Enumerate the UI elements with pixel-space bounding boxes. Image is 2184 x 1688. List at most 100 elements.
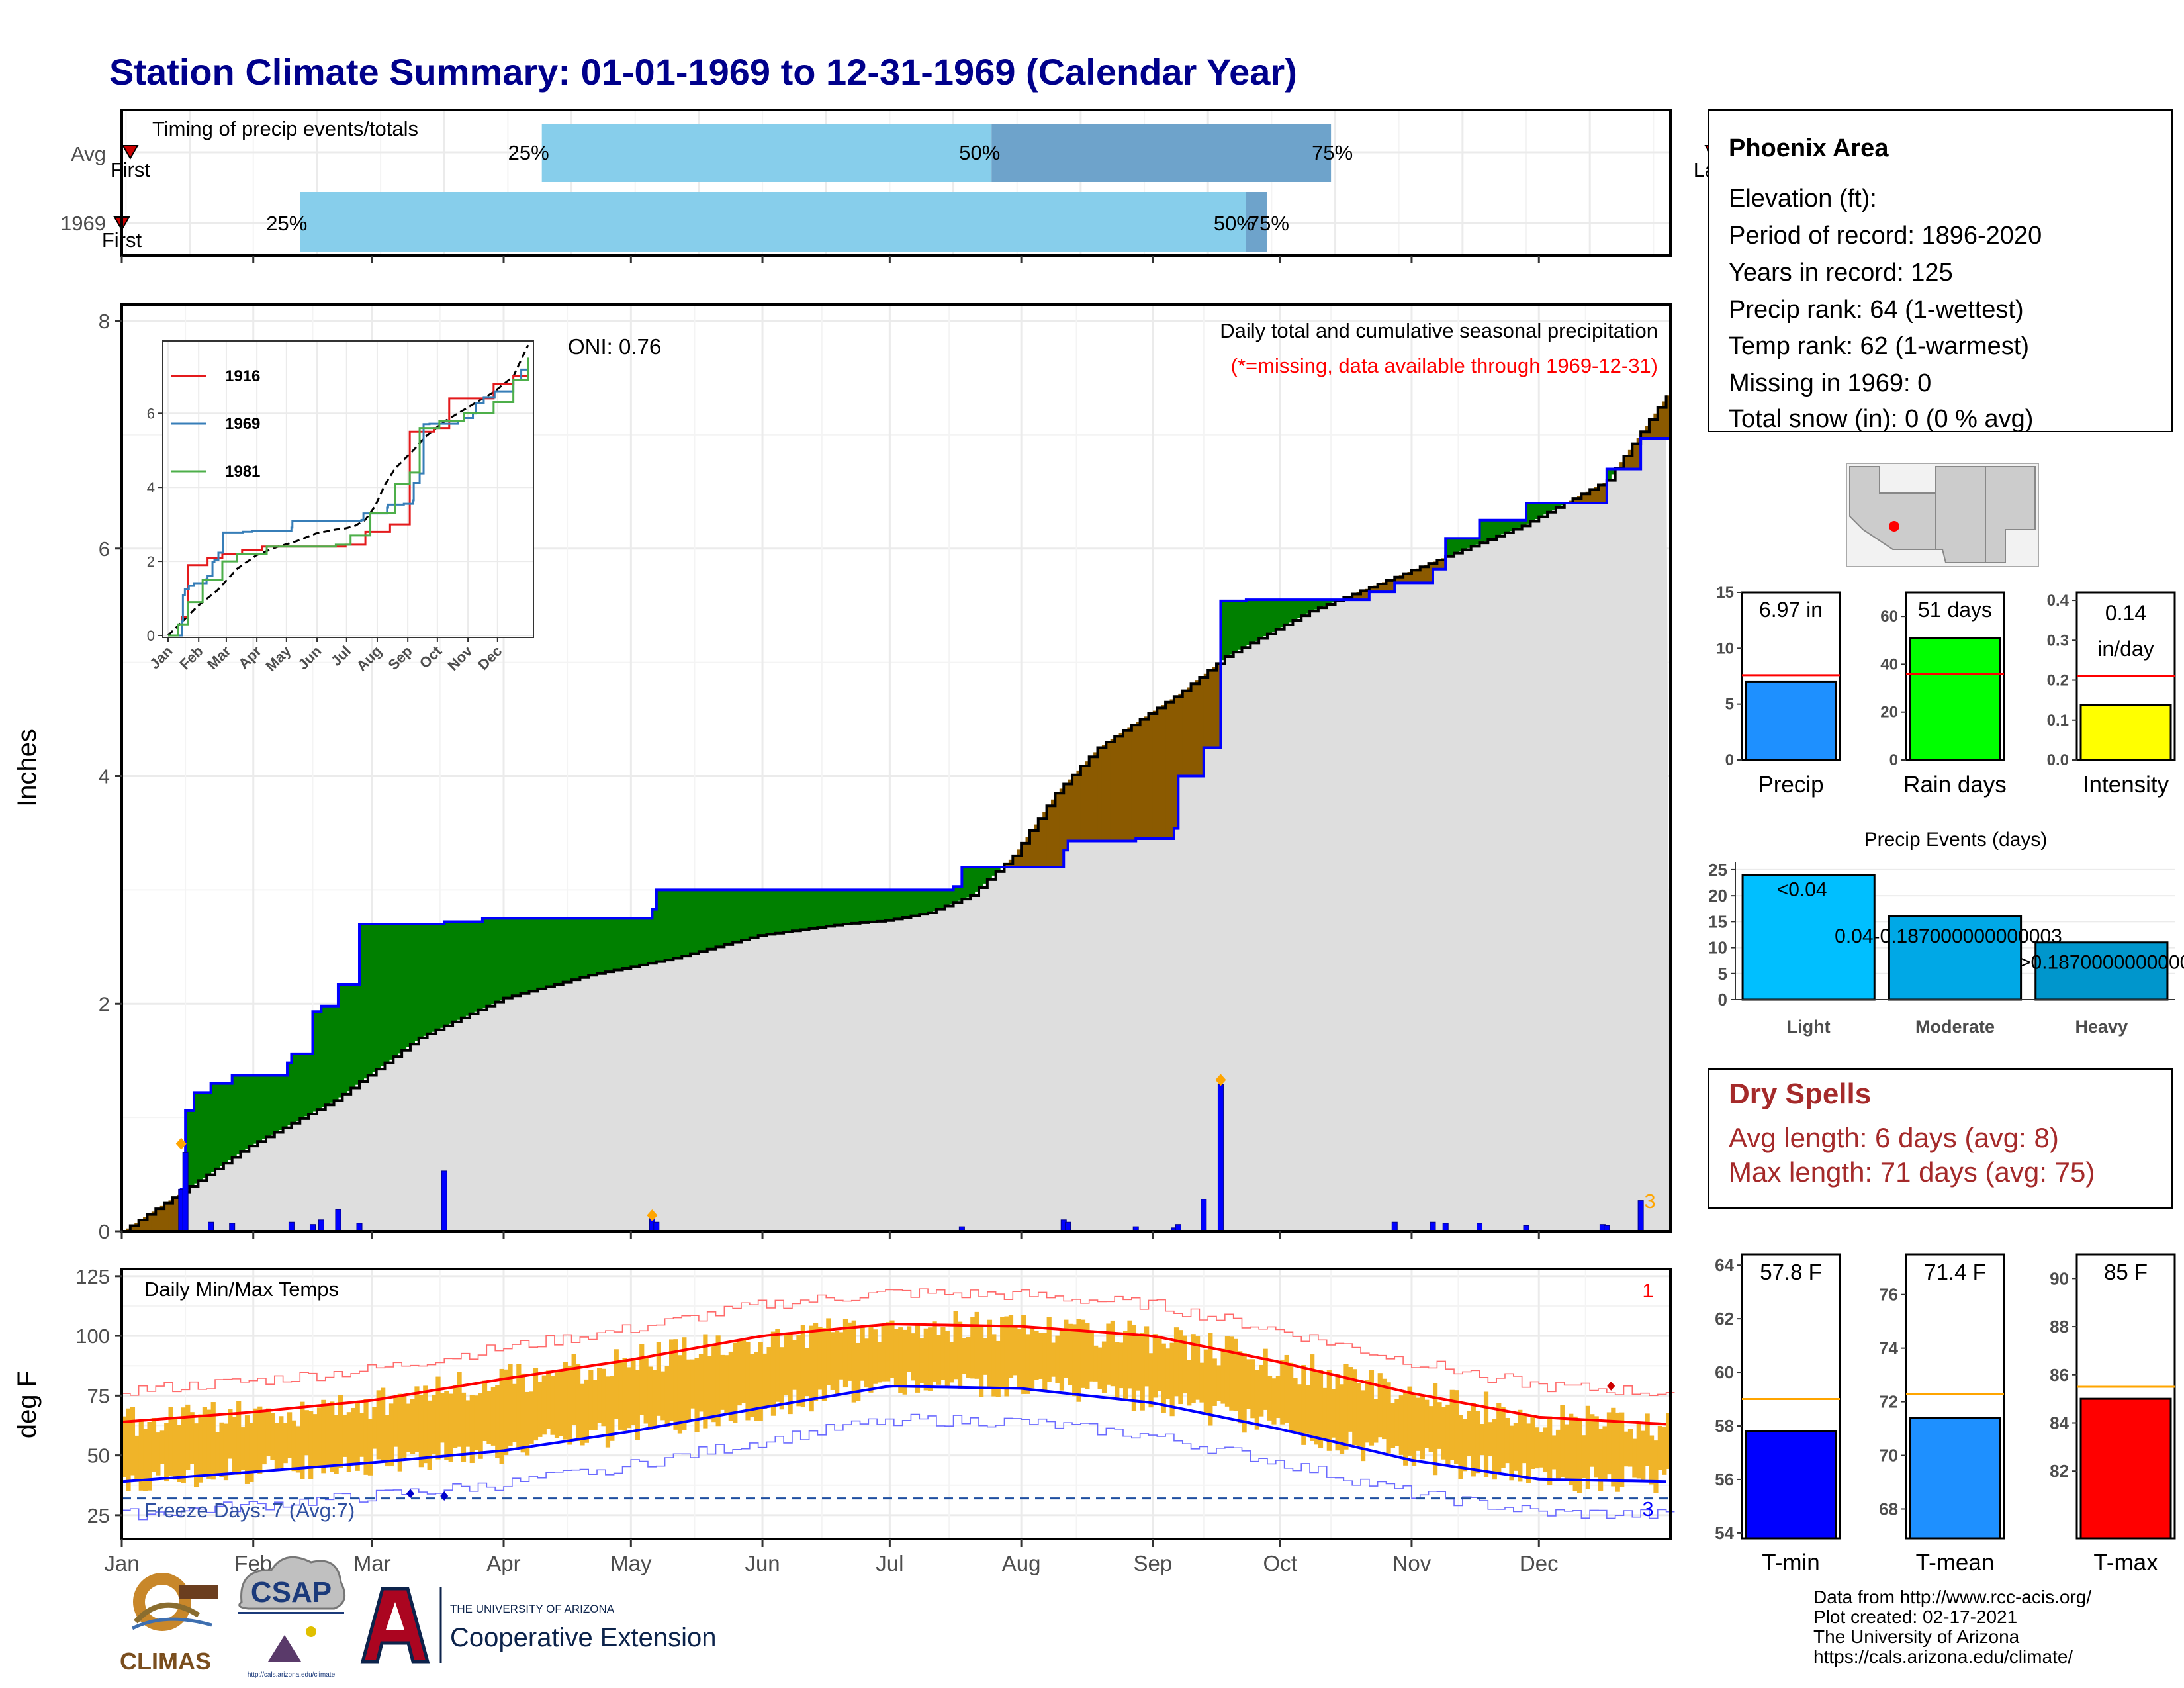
daily-temp-range-bar	[1038, 1333, 1043, 1379]
daily-temp-range-bar	[503, 1369, 509, 1456]
daily-temp-range-bar	[236, 1401, 242, 1475]
daily-temp-range-bar	[979, 1326, 984, 1397]
precip-frame	[120, 303, 1672, 1233]
daily-temp-range-bar	[244, 1415, 250, 1484]
mini-bar-chart-intensity: 0.0 0.1 0.2 0.3 0.4 Intensity 0.14 in/day	[2047, 591, 2176, 798]
daily-temp-range-bar	[584, 1379, 590, 1443]
daily-temp-range-bar	[1598, 1429, 1604, 1491]
surplus-fill	[936, 890, 941, 910]
surplus-fill	[283, 1075, 288, 1128]
legend-label-1981: 1981	[225, 463, 260, 481]
surplus-fill	[457, 921, 462, 1020]
daily-temp-range-bar	[711, 1345, 717, 1423]
deficit-fill	[1093, 752, 1099, 841]
surplus-fill	[1449, 538, 1455, 555]
daily-temp-range-bar	[1275, 1376, 1281, 1419]
surplus-fill	[944, 890, 950, 906]
station-info-box: Phoenix Area Elevation (ft): Period of r…	[1708, 109, 2173, 433]
surplus-fill	[1467, 538, 1472, 548]
surplus-fill	[537, 918, 543, 989]
y-tick-label: 0	[1718, 990, 1727, 1009]
deficit-fill	[1590, 489, 1595, 503]
surplus-fill	[465, 921, 471, 1016]
daily-temp-range-bar	[1653, 1440, 1659, 1493]
surplus-fill	[342, 984, 347, 1094]
max-precip-marker	[175, 1137, 187, 1150]
surplus-fill	[949, 890, 954, 904]
daily-temp-range-bar	[1131, 1325, 1137, 1411]
timing-label: 50%	[1214, 212, 1255, 235]
deficit-fill	[1432, 561, 1437, 569]
surplus-fill	[1539, 503, 1544, 517]
daily-temp-range-bar	[669, 1339, 674, 1421]
daily-temp-range-bar	[1089, 1330, 1094, 1382]
daily-temp-range-bar	[287, 1412, 293, 1458]
y-tick-label: 0.2	[2047, 672, 2069, 690]
daily-temp-range-bar	[393, 1397, 398, 1447]
surplus-fill	[1534, 503, 1539, 520]
daily-temp-range-bar	[856, 1342, 861, 1401]
timing-frame	[120, 109, 1672, 257]
deficit-fill	[1386, 580, 1391, 592]
daily-temp-range-bar	[775, 1329, 780, 1402]
temp-bar-tmean	[1909, 1417, 2001, 1540]
daily-temp-range-bar	[779, 1347, 784, 1410]
daily-temp-range-bar	[1326, 1370, 1332, 1451]
daily-temp-range-bar	[1576, 1421, 1582, 1493]
daily-temp-range-bar	[1068, 1323, 1073, 1385]
surplus-fill	[669, 890, 674, 959]
daily-temp-range-bar	[588, 1370, 594, 1430]
daily-precip-bar	[1217, 1084, 1224, 1232]
y-tick-label: 68	[1879, 1499, 1898, 1519]
daily-temp-range-bar	[453, 1385, 458, 1448]
surplus-fill	[656, 890, 661, 962]
daily-temp-range-bar	[355, 1401, 360, 1471]
timing-bar-lower-avg	[541, 124, 992, 182]
deficit-fill	[1653, 413, 1659, 439]
surplus-fill	[995, 867, 1001, 872]
surplus-fill	[864, 890, 869, 923]
daily-temp-range-bar	[1203, 1349, 1209, 1415]
daily-temp-range-bar	[842, 1319, 848, 1388]
daily-temp-range-bar	[957, 1321, 963, 1389]
daily-temp-range-bar	[805, 1348, 810, 1397]
surplus-fill	[839, 890, 844, 925]
surplus-fill	[817, 890, 823, 928]
surplus-fill	[291, 1053, 296, 1123]
mini-bar-chart-rain-days: 0 20 40 60 Rain days 51 days	[1880, 591, 2007, 798]
daily-temp-range-bar	[1080, 1319, 1086, 1388]
event-category-label: Heavy	[2075, 1017, 2128, 1037]
y-tick-label: 100	[75, 1325, 110, 1348]
daily-temp-range-bar	[907, 1326, 912, 1372]
mini-bar-precip	[1745, 680, 1837, 761]
daily-temp-range-bar	[1428, 1406, 1433, 1452]
deficit-fill	[1029, 831, 1034, 867]
y-tick-label: 0.1	[2047, 712, 2069, 729]
daily-temp-range-bar	[1267, 1376, 1273, 1421]
daily-temp-range-bar	[1097, 1347, 1103, 1389]
daily-temp-range-bar	[949, 1342, 954, 1383]
temp-bar-value: 57.8 F	[1760, 1260, 1822, 1284]
surplus-fill	[677, 890, 682, 957]
daily-temp-range-bar	[1182, 1335, 1187, 1394]
surplus-fill	[393, 923, 398, 1057]
daily-temp-range-bar	[533, 1368, 539, 1441]
surplus-fill	[779, 890, 784, 933]
daily-temp-range-bar	[860, 1325, 865, 1381]
daily-temp-range-bar	[1560, 1405, 1565, 1477]
daily-temp-range-bar	[330, 1401, 335, 1472]
daily-temp-range-bar	[1449, 1389, 1455, 1460]
deficit-fill	[1025, 837, 1030, 867]
event-bar-moderate	[1888, 915, 2023, 1001]
daily-temp-range-bar	[457, 1372, 462, 1447]
surplus-fill	[376, 923, 381, 1070]
surplus-fill	[622, 918, 627, 968]
surplus-fill	[1305, 600, 1310, 614]
precip-missing-note: (*=missing, data available through 1969-…	[1231, 354, 1658, 377]
footer-line: Data from http://www.rcc-acis.org/	[1813, 1587, 2091, 1607]
surplus-fill	[966, 867, 971, 898]
surplus-fill	[418, 923, 424, 1038]
daily-temp-range-bar	[928, 1327, 933, 1391]
daily-temp-range-bar	[1526, 1423, 1531, 1483]
daily-temp-range-bar	[1627, 1429, 1633, 1467]
